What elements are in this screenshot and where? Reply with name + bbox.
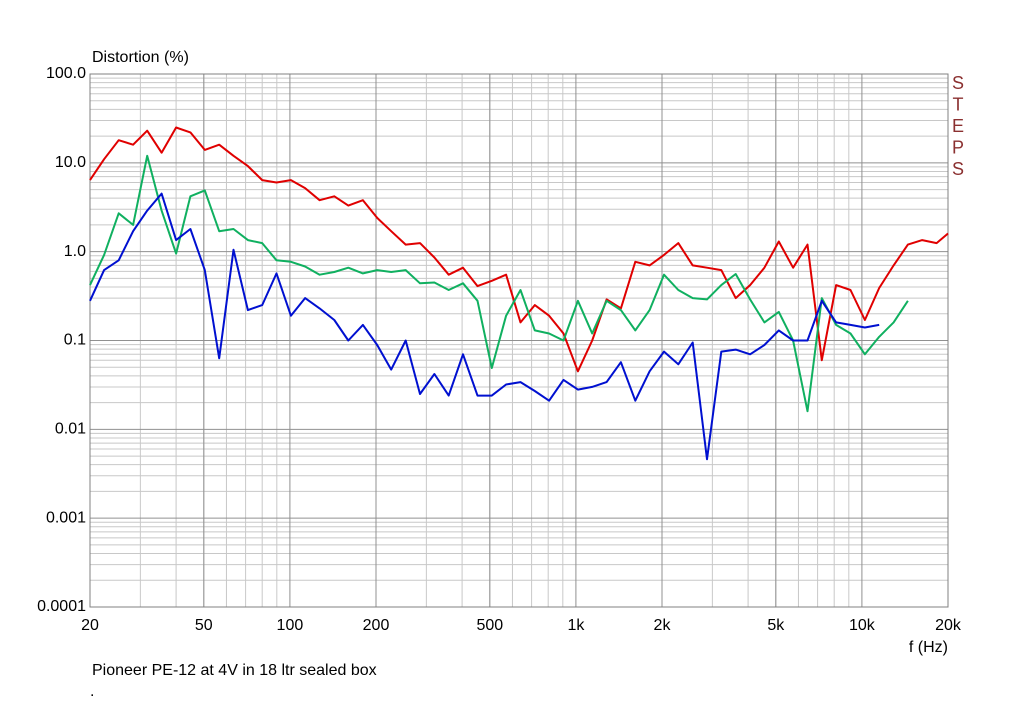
x-tick-label: 200 xyxy=(363,617,390,634)
y-tick-label: 0.01 xyxy=(55,421,86,438)
watermark-letter: E xyxy=(952,116,964,136)
y-tick-label: 10.0 xyxy=(55,154,86,171)
y-tick-label: 100.0 xyxy=(46,65,86,82)
x-tick-label: 50 xyxy=(195,617,213,634)
x-tick-label: 20 xyxy=(81,617,99,634)
x-tick-label: 2k xyxy=(654,617,672,634)
x-tick-label: 5k xyxy=(767,617,785,634)
plot-frame xyxy=(89,73,949,608)
x-tick-label: 500 xyxy=(476,617,503,634)
x-tick-label: 20k xyxy=(935,617,962,634)
x-tick-label: 1k xyxy=(567,617,585,634)
watermark-letter: T xyxy=(953,94,964,114)
watermark-letter: S xyxy=(952,73,964,93)
x-axis-title: f (Hz) xyxy=(909,639,948,656)
series-line xyxy=(89,192,880,461)
y-tick-label: 1.0 xyxy=(64,243,86,260)
y-tick-label: 0.001 xyxy=(46,509,86,526)
caption: Pioneer PE-12 at 4V in 18 ltr sealed box xyxy=(92,662,377,679)
y-tick-label: 0.1 xyxy=(64,332,86,349)
series-line xyxy=(89,126,949,373)
note: . xyxy=(90,683,94,700)
x-tick-label: 100 xyxy=(277,617,304,634)
y-tick-label: 0.0001 xyxy=(37,598,86,615)
series-line xyxy=(89,154,909,413)
watermark-letter: S xyxy=(952,159,964,179)
x-tick-label: 10k xyxy=(849,617,876,634)
y-axis-title: Distortion (%) xyxy=(92,49,189,66)
watermark-letter: P xyxy=(952,137,964,157)
